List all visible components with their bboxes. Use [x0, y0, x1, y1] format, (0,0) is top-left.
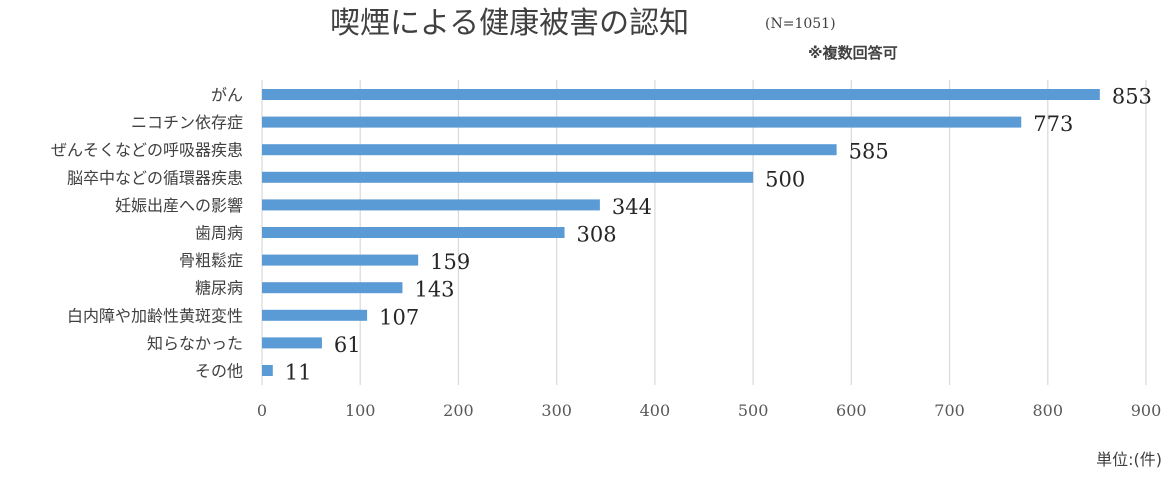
gridlines: [261, 80, 1147, 385]
bar: [262, 309, 368, 321]
x-tick-label: 700: [934, 401, 965, 420]
x-axis-ticks: 0 100 200 300 400 500 600 700 800 900: [257, 401, 1161, 420]
category-label: 脳卒中などの循環器疾患: [67, 168, 243, 187]
category-labels: がんニコチン依存症ぜんそくなどの呼吸器疾患脳卒中などの循環器疾患妊娠出産への影響…: [51, 86, 243, 381]
bar: [262, 171, 754, 183]
data-label: 585: [849, 140, 889, 164]
x-tick-label: 400: [640, 401, 671, 420]
bars: [262, 89, 1100, 376]
data-label: 107: [379, 305, 419, 329]
x-tick-label: 0: [257, 401, 267, 420]
x-tick-label: 300: [541, 401, 572, 420]
bar: [262, 116, 1022, 128]
bar: [262, 144, 837, 156]
chart-title: 喫煙による健康被害の認知: [330, 6, 689, 41]
data-labels: 853 773 585 500 344 308 159 143 107 61 11: [285, 85, 1152, 385]
bar: [262, 254, 419, 266]
data-label: 308: [577, 223, 617, 247]
category-label: ニコチン依存症: [131, 113, 243, 132]
chart-subtitle: (N=1051): [765, 16, 836, 32]
data-label: 11: [285, 361, 312, 385]
category-label: 歯周病: [195, 224, 243, 243]
category-label: 知らなかった: [147, 334, 243, 353]
bar: [262, 282, 403, 294]
data-label: 500: [765, 167, 805, 191]
bar: [262, 337, 322, 349]
category-label: 妊娠出産への影響: [115, 196, 243, 215]
data-label: 344: [612, 195, 652, 219]
category-label: 白内障や加齢性黄斑変性: [67, 306, 243, 325]
data-label: 159: [430, 250, 470, 274]
category-label: その他: [195, 362, 243, 381]
data-label: 853: [1112, 85, 1152, 109]
bar: [262, 227, 565, 238]
x-tick-label: 800: [1033, 401, 1064, 420]
x-tick-label: 900: [1131, 401, 1162, 420]
chart-note: ※複数回答可: [808, 44, 898, 62]
category-label: ぜんそくなどの呼吸器疾患: [51, 141, 243, 160]
data-label: 773: [1033, 112, 1073, 136]
data-label: 61: [334, 333, 361, 357]
category-label: 骨粗鬆症: [179, 251, 243, 270]
x-tick-label: 100: [345, 401, 376, 420]
bar: [262, 365, 273, 376]
bar: [262, 199, 600, 211]
x-tick-label: 200: [443, 401, 474, 420]
category-label: 糖尿病: [195, 279, 243, 298]
x-tick-label: 500: [738, 401, 769, 420]
bar: [262, 89, 1100, 100]
x-tick-label: 600: [836, 401, 867, 420]
data-label: 143: [414, 278, 454, 302]
unit-label: 単位:(件): [1096, 450, 1162, 469]
category-label: がん: [211, 86, 243, 105]
